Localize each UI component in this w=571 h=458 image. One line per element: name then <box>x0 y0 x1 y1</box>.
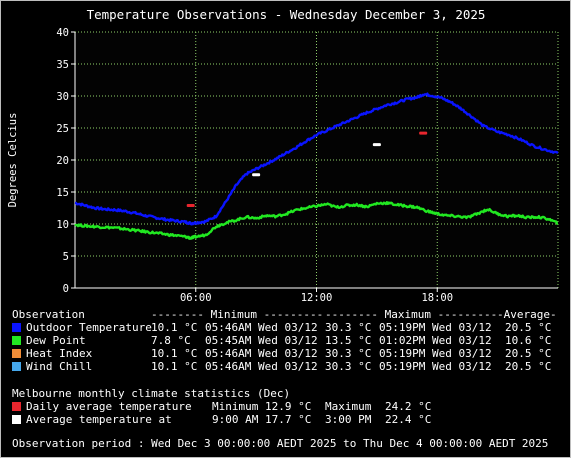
stat-max-time: 01:02PM Wed 03/12 <box>379 334 492 347</box>
stat-max: 30.3 °C <box>325 360 371 373</box>
stat-name: Heat Index <box>26 347 93 360</box>
stat-min: 7.8 °C <box>151 334 191 347</box>
stat-max: 30.3 °C <box>325 347 371 360</box>
climate-daily-label: Daily average temperature <box>26 400 192 413</box>
x-tick-label: 12:00 <box>301 292 333 304</box>
stat-max-time: 05:19PM Wed 03/12 <box>379 347 492 360</box>
stat-avg: 20.5 °C <box>505 347 551 360</box>
stat-min: 10.1 °C <box>151 347 197 360</box>
stat-min-time: 05:46AM Wed 03/12 <box>205 321 318 334</box>
y-axis: 0 5 10 15 20 25 30 35 40 <box>56 27 76 295</box>
stats-header-minimum: -------- Minimum --------- <box>151 308 323 321</box>
legend-swatch <box>12 349 21 358</box>
climate-markers <box>186 131 428 207</box>
stat-avg: 20.5 °C <box>505 360 551 373</box>
stat-name: Dew Point <box>26 334 86 347</box>
y-tick-label: 5 <box>63 251 69 263</box>
stat-name: Wind Chill <box>26 360 92 373</box>
stat-min: 10.1 °C <box>151 360 197 373</box>
climate-daily-max: 24.2 °C <box>385 400 431 413</box>
observation-period: Observation period : Wed Dec 3 00:00:00 … <box>12 437 548 450</box>
y-tick-label: 40 <box>56 27 69 39</box>
climate-daily-max-label: Maximum <box>325 400 372 413</box>
series-lines <box>74 92 559 240</box>
series-line-outdoor-temperature <box>74 92 559 226</box>
climate-daily-swatch <box>12 402 21 411</box>
legend-swatch <box>12 336 21 345</box>
y-axis-label: Degrees Celcius <box>7 113 19 208</box>
stat-max-time: 05:19PM Wed 03/12 <box>379 360 492 373</box>
stat-min: 10.1 °C <box>151 321 197 334</box>
stat-name: Outdoor Temperature <box>26 321 152 334</box>
legend-swatch <box>12 362 21 371</box>
x-tick-label: 18:00 <box>421 292 453 304</box>
climate-avg-value2: 22.4 °C <box>385 413 431 426</box>
climate-avg-value1: 17.7 °C <box>265 413 311 426</box>
stats-header-average: -Average- <box>497 308 557 321</box>
stat-min-time: 05:45AM Wed 03/12 <box>205 334 318 347</box>
stat-max-time: 05:19PM Wed 03/12 <box>379 321 492 334</box>
chart-title: Temperature Observations - Wednesday Dec… <box>87 7 486 22</box>
stat-avg: 10.6 °C <box>505 334 551 347</box>
climate-daily-min-label: Minimum <box>212 400 259 413</box>
stat-max: 30.3 °C <box>325 321 371 334</box>
x-tick-label: 06:00 <box>180 292 212 304</box>
climate-marker <box>252 173 261 177</box>
y-tick-label: 10 <box>56 219 69 231</box>
climate-avg-time2: 3:00 PM <box>325 413 372 426</box>
y-tick-label: 35 <box>56 59 69 71</box>
climate-marker <box>186 203 195 207</box>
stats-table: Outdoor Temperature 10.1 °C 05:46AM Wed 03… <box>12 321 551 373</box>
x-axis: 06:00 12:00 18:00 <box>75 287 558 304</box>
stats-header-maximum: -------- Maximum --------- <box>325 308 497 321</box>
stat-min-time: 05:46AM Wed 03/12 <box>205 347 318 360</box>
y-tick-label: 15 <box>56 187 69 199</box>
y-tick-label: 25 <box>56 123 69 135</box>
climate-avg-time1: 9:00 AM <box>212 413 259 426</box>
y-tick-label: 0 <box>63 283 69 295</box>
stat-avg: 20.5 °C <box>505 321 551 334</box>
y-tick-label: 30 <box>56 91 69 103</box>
legend-swatch <box>12 323 21 332</box>
stat-max: 13.5 °C <box>325 334 371 347</box>
climate-avg-swatch <box>12 415 21 424</box>
climate-marker <box>372 143 381 147</box>
stat-min-time: 05:46AM Wed 03/12 <box>205 360 318 373</box>
climate-avg-label: Average temperature at <box>26 413 172 426</box>
climate-daily-min: 12.9 °C <box>265 400 311 413</box>
stats-header-observation: Observation <box>12 308 85 321</box>
y-tick-label: 20 <box>56 155 69 167</box>
climate-marker <box>419 131 428 135</box>
climate-heading: Melbourne monthly climate statistics (De… <box>12 387 290 400</box>
series-line-dew-point <box>74 201 559 240</box>
